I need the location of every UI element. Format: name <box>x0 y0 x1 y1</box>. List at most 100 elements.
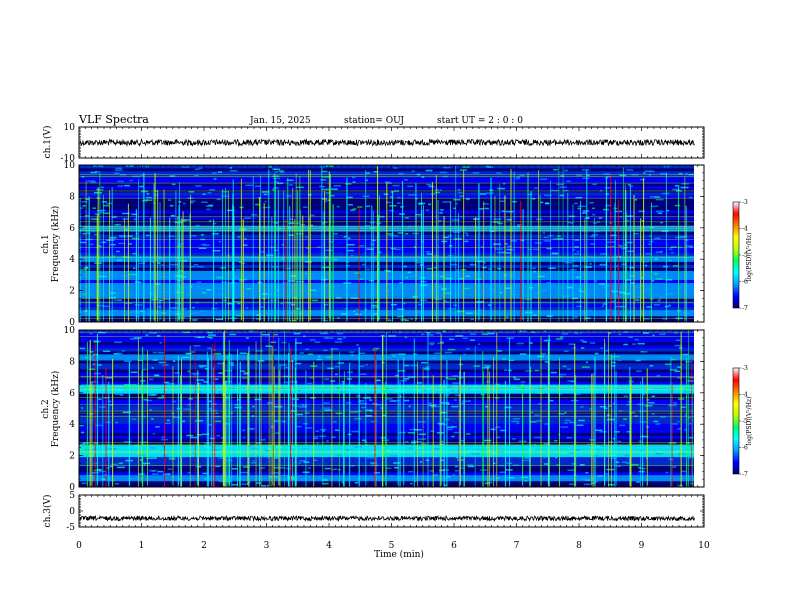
spectrogram-cell <box>390 196 394 198</box>
spectrogram-cell <box>437 342 444 345</box>
spectrogram-cell <box>573 265 579 267</box>
spectrogram-cell <box>440 440 445 443</box>
spectrogram-cell <box>280 302 283 305</box>
spectrogram-cell <box>191 351 195 353</box>
spectrogram-cell <box>636 481 641 483</box>
spectrogram-cell <box>386 467 392 470</box>
spectrogram-cell <box>260 250 265 253</box>
spectrogram-cell <box>243 371 250 374</box>
spectrogram-cell <box>380 407 384 409</box>
spectrogram-cell <box>188 398 193 400</box>
spectrogram-cell <box>352 208 357 210</box>
spectrogram-cell <box>681 470 687 473</box>
spectrogram-cell <box>425 251 431 253</box>
spectrogram-cell <box>336 392 341 394</box>
spectrogram-cell <box>532 198 536 200</box>
spectrogram-cell <box>668 304 671 307</box>
spectrogram-cell <box>576 301 583 303</box>
spectrogram-cell <box>346 243 355 246</box>
spectrogram-cell <box>619 245 623 248</box>
spectrogram-cell <box>426 332 431 334</box>
spectrogram-cell <box>157 397 165 399</box>
x-tick-label: 2 <box>201 541 207 551</box>
spectrogram-cell <box>614 431 620 433</box>
spectrogram-cell <box>357 206 363 208</box>
spectrogram-cell <box>273 222 279 224</box>
spectrogram-cell <box>504 369 507 371</box>
spectrogram-cell <box>551 253 559 256</box>
spectrogram-cell <box>195 224 200 227</box>
spectrogram-cell <box>446 426 454 428</box>
spectrogram-cell <box>541 352 546 355</box>
spectrogram-cell <box>105 376 113 379</box>
spectrogram-cell <box>397 202 401 204</box>
spectrogram-cell <box>582 212 587 214</box>
spectrogram-cell <box>100 257 105 259</box>
spectrogram-cell <box>158 361 167 364</box>
spectrogram-cell <box>681 182 690 185</box>
spectrogram-cell <box>551 359 558 361</box>
spectrogram-cell <box>333 258 338 261</box>
spectrogram-cell <box>537 355 545 358</box>
spectrogram-cell <box>250 274 255 277</box>
spectrogram-cell <box>286 267 291 270</box>
spectrogram-cell <box>589 408 592 410</box>
spectrogram-cell <box>648 235 652 237</box>
spectrogram-cell <box>395 374 399 377</box>
spectrogram-cell <box>410 318 413 320</box>
spectrogram-cell <box>382 414 386 417</box>
spectrogram-cell <box>173 416 180 419</box>
spectrogram-cell <box>495 248 503 250</box>
spectrogram-cell <box>551 252 559 255</box>
spectrogram-cell <box>209 189 216 191</box>
spectrogram-cell <box>228 282 236 284</box>
spectrogram-cell <box>502 358 507 360</box>
spectrogram-cell <box>91 359 97 362</box>
spectrogram-cell <box>539 178 548 180</box>
spectrogram-cell <box>221 195 229 197</box>
spectrogram-cell <box>421 176 425 178</box>
spectrogram-cell <box>575 288 582 291</box>
spectrogram-cell <box>421 240 424 243</box>
spectrogram-cell <box>94 424 103 427</box>
spectrogram-cell <box>599 405 607 408</box>
spectrogram-cell <box>244 217 251 219</box>
spectrogram-cell <box>333 421 337 423</box>
spectrogram-cell <box>317 246 321 248</box>
spectrogram-cell <box>197 265 205 268</box>
spectrogram-cell <box>593 222 598 224</box>
spectrogram-cell <box>140 174 144 177</box>
spectrogram-cell <box>366 172 371 174</box>
spectrogram-cell <box>311 273 317 276</box>
spectrogram-cell <box>621 247 626 250</box>
spectrogram-cell <box>268 166 273 168</box>
spectrogram-cell <box>371 304 379 307</box>
spectrogram-cell <box>373 472 380 474</box>
spectrogram-cell <box>524 457 530 459</box>
spectrogram-cell <box>677 377 682 379</box>
spectrogram-cell <box>225 422 229 425</box>
spectrogram-cell <box>645 264 648 267</box>
spectrogram-cell <box>396 196 401 199</box>
spectrogram-cell <box>509 477 515 479</box>
spectrogram-cell <box>282 479 291 482</box>
spectrogram-cell <box>506 316 509 318</box>
spectrogram-cell <box>655 452 663 455</box>
spectrogram-cell <box>421 333 425 336</box>
spectrogram-cell <box>198 365 207 367</box>
spectrogram-cell <box>519 353 527 355</box>
spectrogram-cell <box>161 395 164 397</box>
spectrogram-cell <box>472 453 480 455</box>
spectrogram-cell <box>411 170 415 172</box>
spectrogram-cell <box>237 399 240 401</box>
spectrogram-cell <box>262 293 268 295</box>
spectrogram-cell <box>608 483 614 486</box>
spectrogram-cell <box>685 245 693 247</box>
spectrogram-cell <box>545 455 550 457</box>
spectrogram-cell <box>394 248 402 251</box>
spectrogram-cell <box>452 375 459 377</box>
spectrogram-cell <box>612 437 616 440</box>
spectrogram-cell <box>100 260 105 262</box>
x-tick-label: 7 <box>514 541 520 551</box>
spectrogram-cell <box>151 261 155 263</box>
